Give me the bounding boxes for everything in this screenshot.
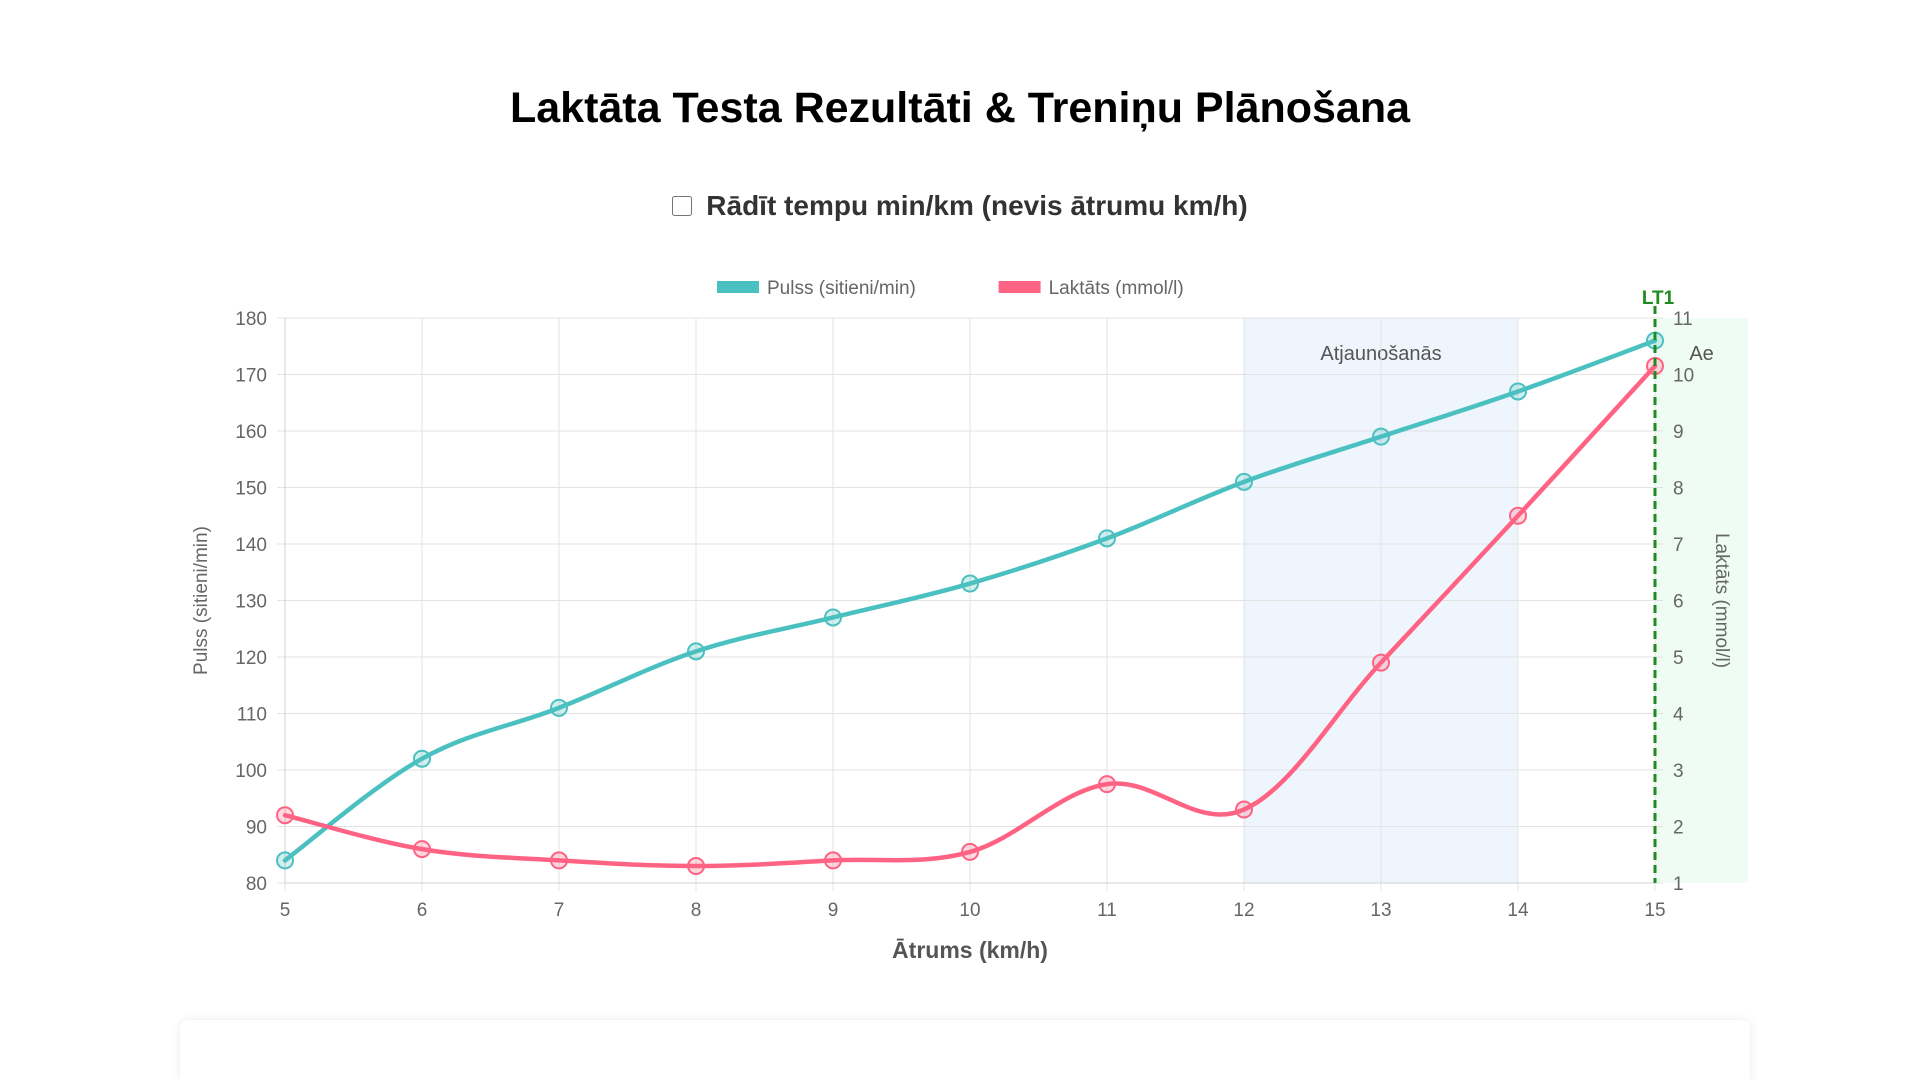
markers-layer: LT1 (1642, 288, 1675, 883)
y-tick-label: 160 (235, 422, 267, 443)
y2-tick-label: 5 (1673, 648, 1684, 669)
legend-item-0[interactable]: Pulss (sitieni/min) (717, 278, 916, 299)
pace-toggle-checkbox[interactable] (672, 196, 693, 216)
y2-tick-label: 2 (1673, 818, 1684, 839)
series-0-point[interactable] (276, 851, 294, 870)
zone-1 (1655, 318, 1748, 883)
y-tick-label: 170 (235, 366, 267, 387)
x-axis-title: Ātrums (km/h) (892, 937, 1048, 963)
series-1-point[interactable] (1509, 506, 1527, 525)
y-tick-label: 90 (246, 818, 267, 839)
pace-toggle-label[interactable]: Rādīt tempu min/km (nevis ātrumu km/h) (706, 190, 1248, 221)
series-0-point[interactable] (1509, 382, 1527, 401)
series-0-point[interactable] (1372, 427, 1390, 446)
x-tick-label: 5 (280, 900, 291, 921)
zone-label-1: Ae (1689, 343, 1713, 365)
legend-swatch (717, 281, 759, 293)
x-tick-label: 14 (1507, 900, 1529, 921)
y2-tick-label: 6 (1673, 592, 1684, 613)
y-tick-label: 100 (235, 761, 267, 782)
y-tick-label: 150 (235, 479, 267, 500)
series-1-point[interactable] (1372, 653, 1390, 672)
series-line-1 (282, 363, 1658, 869)
legend[interactable]: Pulss (sitieni/min) Laktāts (mmol/l) (717, 278, 1184, 299)
y2-tick-label: 10 (1673, 366, 1694, 387)
series-line-0 (282, 338, 1658, 863)
y2-axis-title: Laktāts (mmol/l) (1711, 533, 1732, 668)
y-tick-label: 110 (237, 705, 267, 726)
x-tick-label: 13 (1370, 900, 1391, 921)
legend-item-1[interactable]: Laktāts (mmol/l) (998, 278, 1184, 299)
series-0-point[interactable] (1235, 472, 1253, 491)
series-1-point[interactable] (550, 851, 568, 870)
y-tick-label: 140 (235, 535, 267, 556)
series-0-point[interactable] (1098, 529, 1116, 548)
y2-tick-label: 8 (1673, 479, 1684, 500)
series-1-point[interactable] (824, 851, 842, 870)
series-1-point[interactable] (276, 806, 294, 825)
y2-tick-label: 4 (1673, 705, 1684, 726)
series-0-point[interactable] (413, 749, 431, 768)
y2-tick-label: 9 (1673, 422, 1684, 443)
series-layer (276, 331, 1664, 876)
series-1-point[interactable] (1235, 800, 1253, 819)
y2-tick-label: 3 (1673, 761, 1684, 782)
y-tick-label: 180 (235, 309, 267, 330)
legend-label: Laktāts (mmol/l) (1049, 278, 1184, 299)
y2-tick-label: 1 (1673, 874, 1684, 895)
series-0-point[interactable] (550, 698, 568, 717)
y-tick-label: 130 (235, 592, 267, 613)
x-tick-label: 6 (417, 900, 428, 921)
series-0-point[interactable] (687, 642, 705, 661)
series-0-point[interactable] (961, 574, 979, 593)
y-tick-label: 120 (235, 648, 267, 669)
series-1-point[interactable] (1098, 775, 1116, 794)
x-tick-label: 9 (828, 900, 839, 921)
legend-label: Pulss (sitieni/min) (767, 278, 916, 299)
y2-tick-label: 7 (1673, 535, 1684, 556)
y-tick-label: 80 (246, 874, 267, 895)
series-1-point[interactable] (413, 840, 431, 859)
bottom-card (180, 1020, 1750, 1079)
series-0-point[interactable] (824, 608, 842, 627)
y2-tick-label: 11 (1673, 309, 1693, 330)
y-axis-title: Pulss (sitieni/min) (191, 526, 212, 675)
marker-label-0: LT1 (1642, 288, 1675, 309)
x-tick-label: 10 (959, 900, 980, 921)
legend-swatch (998, 281, 1041, 293)
x-tick-label: 15 (1644, 900, 1665, 921)
x-tick-label: 11 (1097, 900, 1117, 921)
x-tick-label: 8 (691, 900, 702, 921)
series-1-point[interactable] (961, 842, 979, 861)
page-title: Laktāta Testa Rezultāti & Treniņu Plānoš… (509, 84, 1411, 132)
x-tick-label: 7 (554, 900, 565, 921)
series-1-point[interactable] (687, 857, 705, 876)
x-tick-label: 12 (1233, 900, 1254, 921)
axes-layer: 5 6 7 8 9 10 11 12 13 14 1580901001101201301401501… (191, 309, 1732, 963)
pace-toggle-row: Rādīt tempu min/km (nevis ātrumu km/h) (0, 190, 1920, 222)
